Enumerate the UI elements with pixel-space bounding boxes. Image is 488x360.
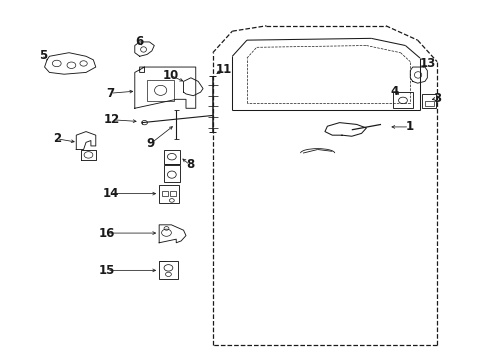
Text: 6: 6	[135, 35, 143, 49]
Bar	[169, 191, 176, 196]
Text: 16: 16	[99, 226, 115, 239]
Text: 14: 14	[102, 187, 119, 200]
Text: 8: 8	[185, 158, 194, 171]
Bar	[161, 191, 167, 196]
Text: 15: 15	[99, 264, 115, 277]
Text: 5: 5	[40, 49, 48, 62]
Text: 1: 1	[405, 121, 412, 134]
Bar	[159, 261, 177, 279]
Bar	[163, 165, 179, 182]
Text: 4: 4	[390, 85, 398, 98]
Bar	[392, 92, 412, 108]
Text: 2: 2	[53, 132, 61, 145]
Text: 12: 12	[103, 113, 120, 126]
Bar	[159, 185, 178, 203]
Bar	[147, 80, 173, 101]
Text: 11: 11	[216, 63, 232, 76]
Bar	[163, 149, 179, 164]
Text: 3: 3	[432, 92, 440, 105]
Text: 10: 10	[162, 69, 178, 82]
Text: 9: 9	[146, 137, 155, 150]
Bar	[424, 101, 433, 107]
Text: 13: 13	[418, 57, 435, 70]
Bar	[422, 94, 435, 108]
Text: 7: 7	[106, 87, 114, 100]
